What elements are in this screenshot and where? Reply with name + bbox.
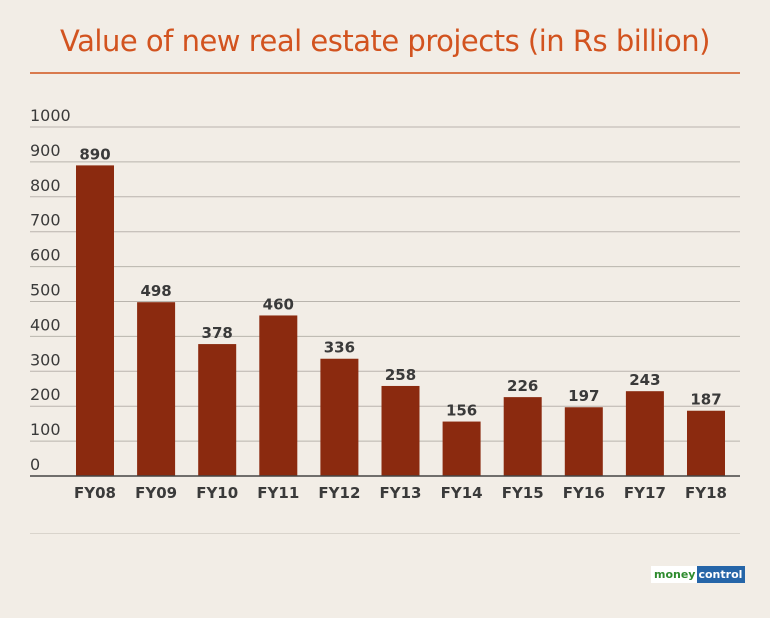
data-label: 243 [629, 371, 660, 389]
data-label: 226 [507, 377, 538, 395]
y-tick-label: 300 [30, 350, 61, 369]
x-tick-label: FY11 [257, 484, 299, 502]
y-tick-label: 600 [30, 246, 61, 265]
bar [320, 358, 359, 476]
data-label: 378 [202, 324, 233, 342]
data-label: 890 [79, 145, 110, 163]
bar [625, 391, 664, 476]
y-tick-label: 800 [30, 176, 61, 195]
data-label: 498 [140, 282, 171, 300]
chart-title: Value of new real estate projects (in Rs… [60, 24, 710, 58]
x-tick-label: FY16 [563, 484, 605, 502]
y-tick-label: 0 [30, 455, 40, 474]
bar [381, 385, 420, 476]
y-tick-label: 100 [30, 420, 61, 439]
data-label: 197 [568, 387, 599, 405]
bar [137, 302, 176, 476]
bar [442, 421, 481, 476]
bar [503, 397, 542, 476]
moneycontrol-logo: money control [651, 566, 746, 583]
x-tick-label: FY13 [380, 484, 422, 502]
bar [687, 410, 725, 476]
x-tick-label: FY15 [502, 484, 544, 502]
x-tick-label: FY14 [441, 484, 483, 502]
y-tick-label: 400 [30, 315, 61, 334]
y-tick-label: 200 [30, 385, 61, 404]
x-tick-label: FY17 [624, 484, 666, 502]
x-tick-label: FY10 [196, 484, 238, 502]
bar [259, 315, 298, 476]
y-tick-label: 500 [30, 281, 61, 300]
data-label: 187 [690, 391, 721, 409]
bar [76, 165, 114, 476]
data-label: 156 [446, 402, 477, 420]
data-label: 336 [324, 339, 355, 357]
x-tick-label: FY12 [318, 484, 360, 502]
footer-divider [30, 533, 740, 534]
x-tick-label: FY09 [135, 484, 177, 502]
x-tick-label: FY08 [74, 484, 116, 502]
data-label: 460 [263, 295, 294, 313]
logo-part-control: control [697, 566, 746, 583]
bar [198, 344, 237, 476]
logo-part-money: money [651, 566, 698, 583]
y-tick-label: 1000 [30, 106, 71, 125]
y-tick-label: 900 [30, 141, 61, 160]
title-underline [30, 72, 740, 74]
data-label: 258 [385, 366, 416, 384]
bar [564, 407, 603, 476]
x-tick-label: FY18 [685, 484, 727, 502]
y-tick-label: 700 [30, 211, 61, 230]
